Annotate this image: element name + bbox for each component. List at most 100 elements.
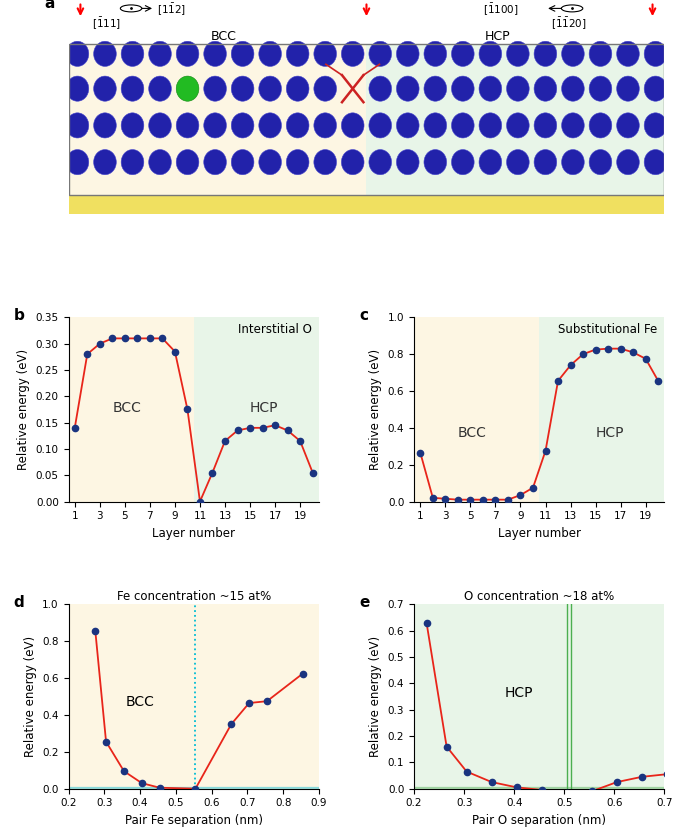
Text: d: d (14, 596, 24, 610)
Text: HCP: HCP (504, 685, 533, 700)
Text: BCC: BCC (458, 426, 487, 440)
Text: HCP: HCP (250, 401, 279, 415)
X-axis label: Layer number: Layer number (152, 527, 235, 539)
Ellipse shape (176, 149, 199, 175)
Ellipse shape (644, 149, 667, 175)
Ellipse shape (66, 149, 89, 175)
Ellipse shape (341, 149, 364, 175)
Ellipse shape (314, 41, 336, 66)
Ellipse shape (341, 41, 364, 66)
X-axis label: Pair O separation (nm): Pair O separation (nm) (472, 814, 606, 827)
Circle shape (561, 5, 583, 12)
Ellipse shape (479, 112, 501, 138)
Title: Fe concentration ~15 at%: Fe concentration ~15 at% (116, 591, 271, 603)
Ellipse shape (589, 41, 612, 66)
Ellipse shape (66, 112, 89, 138)
Text: BCC: BCC (126, 695, 155, 709)
Ellipse shape (562, 149, 584, 175)
Circle shape (121, 5, 142, 12)
Ellipse shape (66, 41, 89, 66)
X-axis label: Pair Fe separation (nm): Pair Fe separation (nm) (125, 814, 263, 827)
Ellipse shape (203, 76, 227, 102)
Ellipse shape (232, 76, 254, 102)
Ellipse shape (121, 149, 144, 175)
Ellipse shape (616, 41, 639, 66)
Ellipse shape (259, 76, 282, 102)
Ellipse shape (259, 112, 282, 138)
Ellipse shape (59, 117, 72, 134)
Text: [$\bar{1}11$]: [$\bar{1}11$] (92, 15, 121, 31)
Ellipse shape (562, 76, 584, 102)
Ellipse shape (59, 80, 72, 97)
Ellipse shape (66, 76, 89, 102)
Ellipse shape (589, 112, 612, 138)
Text: c: c (359, 308, 368, 323)
Bar (68, 44, 664, 195)
Ellipse shape (314, 76, 336, 102)
Ellipse shape (286, 41, 309, 66)
Ellipse shape (534, 112, 557, 138)
Ellipse shape (94, 149, 116, 175)
Ellipse shape (94, 112, 116, 138)
Ellipse shape (479, 149, 501, 175)
Ellipse shape (506, 41, 530, 66)
Ellipse shape (232, 112, 254, 138)
Ellipse shape (506, 76, 530, 102)
Ellipse shape (121, 76, 144, 102)
Ellipse shape (286, 112, 309, 138)
Ellipse shape (424, 112, 447, 138)
Text: a: a (45, 0, 55, 11)
Ellipse shape (616, 112, 639, 138)
Ellipse shape (424, 41, 447, 66)
Ellipse shape (589, 76, 612, 102)
Ellipse shape (232, 41, 254, 66)
Bar (414, 317, 539, 502)
Bar (68, 195, 664, 214)
Ellipse shape (562, 41, 584, 66)
Ellipse shape (94, 76, 116, 102)
Ellipse shape (203, 112, 227, 138)
Ellipse shape (424, 76, 447, 102)
Ellipse shape (176, 112, 199, 138)
Y-axis label: Relative energy (eV): Relative energy (eV) (17, 349, 30, 470)
Ellipse shape (259, 41, 282, 66)
Title: O concentration ~18 at%: O concentration ~18 at% (464, 591, 614, 603)
Ellipse shape (616, 76, 639, 102)
Ellipse shape (451, 149, 474, 175)
Ellipse shape (479, 76, 501, 102)
Text: Substitutional Fe: Substitutional Fe (558, 323, 657, 336)
Ellipse shape (644, 76, 667, 102)
Ellipse shape (616, 149, 639, 175)
Y-axis label: Relative energy (eV): Relative energy (eV) (369, 636, 382, 757)
Bar (366, 44, 664, 195)
Ellipse shape (369, 76, 392, 102)
Ellipse shape (589, 149, 612, 175)
Text: e: e (359, 596, 369, 610)
Ellipse shape (121, 112, 144, 138)
Text: b: b (14, 308, 24, 323)
Y-axis label: Relative energy (eV): Relative energy (eV) (24, 636, 37, 757)
Ellipse shape (534, 149, 557, 175)
Ellipse shape (286, 76, 309, 102)
Ellipse shape (286, 149, 309, 175)
Ellipse shape (397, 149, 419, 175)
Ellipse shape (397, 41, 419, 66)
Ellipse shape (424, 149, 447, 175)
Ellipse shape (644, 41, 667, 66)
Ellipse shape (176, 76, 199, 102)
Bar (68, 44, 366, 195)
Ellipse shape (149, 112, 171, 138)
Ellipse shape (451, 41, 474, 66)
Bar (194, 317, 319, 502)
Ellipse shape (369, 112, 392, 138)
Ellipse shape (534, 76, 557, 102)
Ellipse shape (176, 41, 199, 66)
Text: [$1\bar{1}2$]: [$1\bar{1}2$] (157, 1, 186, 17)
Ellipse shape (506, 149, 530, 175)
Ellipse shape (314, 112, 336, 138)
Ellipse shape (149, 76, 171, 102)
Ellipse shape (451, 112, 474, 138)
X-axis label: Layer number: Layer number (498, 527, 581, 539)
Ellipse shape (121, 41, 144, 66)
Ellipse shape (369, 149, 392, 175)
